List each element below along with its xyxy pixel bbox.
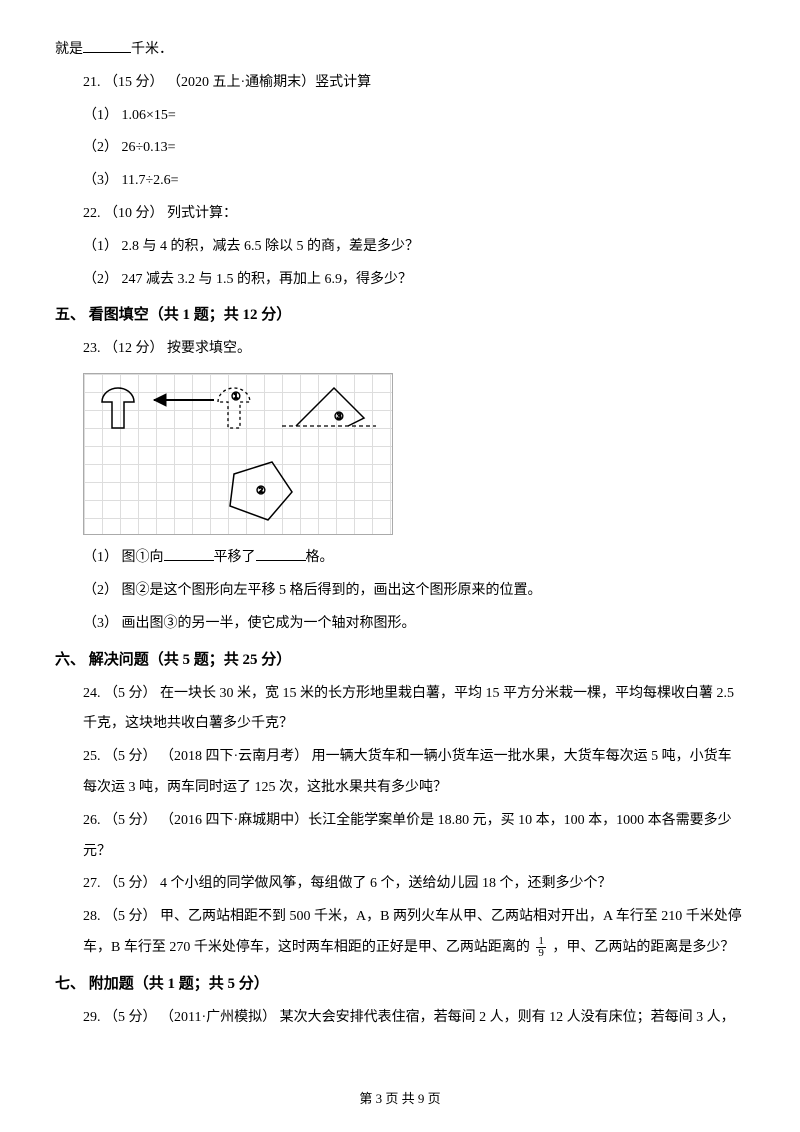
- fraction-one-ninth: 19: [536, 936, 546, 959]
- q21-item-2: （2） 26÷0.13=: [55, 133, 745, 164]
- blank-cells: [256, 547, 306, 561]
- top-suffix: 千米．: [131, 42, 173, 57]
- section-7-header: 七、 附加题（共 1 题；共 5 分）: [55, 968, 745, 1001]
- q23-header: 23. （12 分） 按要求填空。: [55, 334, 745, 365]
- q28: 28. （5 分） 甲、乙两站相距不到 500 千米，A，B 两列火车从甲、乙两…: [55, 902, 745, 964]
- section-5-header: 五、 看图填空（共 1 题；共 12 分）: [55, 299, 745, 332]
- q29: 29. （5 分） （2011·广州模拟） 某次大会安排代表住宿，若每间 2 人…: [55, 1003, 745, 1034]
- blank-top: [83, 39, 131, 53]
- q23-sub2: （2） 图②是这个图形向左平移 5 格后得到的，画出这个图形原来的位置。: [55, 576, 745, 607]
- q23-sub1-b: 平移了: [214, 550, 256, 565]
- q24: 24. （5 分） 在一块长 30 米，宽 15 米的长方形地里栽白薯，平均 1…: [55, 679, 745, 741]
- top-prefix: 就是: [55, 42, 83, 57]
- page-footer: 第 3 页 共 9 页: [0, 1085, 800, 1114]
- q21-item-3: （3） 11.7÷2.6=: [55, 166, 745, 197]
- label-two: ②: [256, 485, 266, 497]
- q21-item-1: （1） 1.06×15=: [55, 101, 745, 132]
- q27: 27. （5 分） 4 个小组的同学做风筝，每组做了 6 个，送给幼儿园 18 …: [55, 869, 745, 900]
- q21-header: 21. （15 分） （2020 五上·通榆期末）竖式计算: [55, 68, 745, 99]
- q23-sub1: （1） 图①向 平移了 格。: [55, 543, 745, 574]
- q22-item-1: （1） 2.8 与 4 的积，减去 6.5 除以 5 的商，差是多少？: [55, 232, 745, 263]
- figure-svg: ① ③ ②: [84, 374, 394, 536]
- q28-b: ，甲、乙两站的距离是多少？: [549, 940, 735, 955]
- top-fragment: 就是 千米．: [55, 35, 745, 66]
- q23-sub3: （3） 画出图③的另一半，使它成为一个轴对称图形。: [55, 609, 745, 640]
- label-three: ③: [334, 411, 344, 423]
- q23-figure: ① ③ ②: [83, 373, 393, 535]
- q26: 26. （5 分） （2016 四下·麻城期中）长江全能学案单价是 18.80 …: [55, 806, 745, 868]
- fraction-den: 9: [536, 948, 546, 959]
- section-6-header: 六、 解决问题（共 5 题；共 25 分）: [55, 644, 745, 677]
- q22-item-2: （2） 247 减去 3.2 与 1.5 的积，再加上 6.9，得多少？: [55, 265, 745, 296]
- q23-sub1-a: （1） 图①向: [83, 550, 164, 565]
- q25: 25. （5 分） （2018 四下·云南月考） 用一辆大货车和一辆小货车运一批…: [55, 742, 745, 804]
- q23-sub1-c: 格。: [306, 550, 334, 565]
- blank-dir: [164, 547, 214, 561]
- q22-header: 22. （10 分） 列式计算：: [55, 199, 745, 230]
- label-one: ①: [231, 391, 241, 403]
